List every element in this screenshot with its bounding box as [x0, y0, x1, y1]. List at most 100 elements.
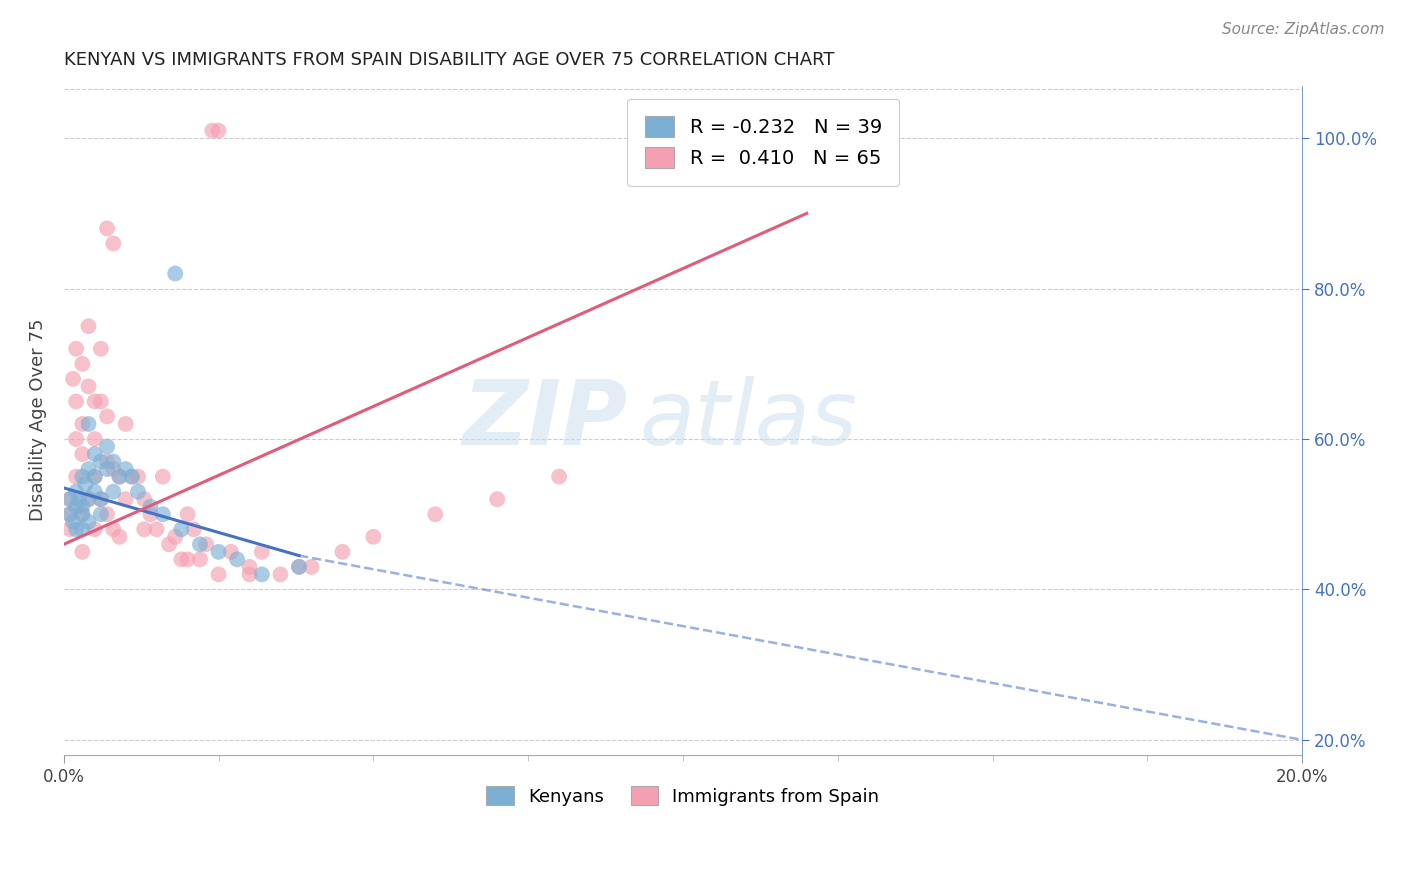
Point: [72, 447, 94, 461]
Point: [72, 545, 94, 559]
Point: [207, 123, 229, 137]
Point: [165, 530, 187, 544]
Point: [103, 484, 125, 499]
Point: [83, 469, 105, 483]
Point: [103, 462, 125, 476]
Point: [114, 492, 136, 507]
Point: [139, 507, 162, 521]
Point: [65, 432, 87, 446]
Point: [96, 454, 118, 468]
Point: [121, 469, 143, 483]
Legend: Kenyans, Immigrants from Spain: Kenyans, Immigrants from Spain: [479, 779, 887, 813]
Point: [59, 522, 82, 536]
Point: [114, 462, 136, 476]
Point: [77, 462, 100, 476]
Point: [59, 492, 82, 507]
Point: [90, 454, 112, 468]
Point: [250, 567, 273, 582]
Point: [90, 342, 112, 356]
Point: [152, 507, 174, 521]
Text: KENYAN VS IMMIGRANTS FROM SPAIN DISABILITY AGE OVER 75 CORRELATION CHART: KENYAN VS IMMIGRANTS FROM SPAIN DISABILI…: [63, 51, 834, 69]
Point: [332, 545, 354, 559]
Point: [269, 567, 291, 582]
Point: [134, 492, 156, 507]
Point: [152, 469, 174, 483]
Point: [83, 394, 105, 409]
Point: [250, 545, 273, 559]
Point: [83, 484, 105, 499]
Point: [72, 469, 94, 483]
Point: [65, 484, 87, 499]
Point: [62, 372, 84, 386]
Point: [90, 492, 112, 507]
Point: [103, 522, 125, 536]
Point: [486, 492, 509, 507]
Point: [108, 469, 131, 483]
Point: [96, 409, 118, 424]
Y-axis label: Disability Age Over 75: Disability Age Over 75: [30, 319, 46, 522]
Point: [96, 462, 118, 476]
Point: [201, 123, 224, 137]
Point: [195, 537, 218, 551]
Point: [176, 507, 198, 521]
Point: [96, 221, 118, 235]
Point: [90, 492, 112, 507]
Point: [90, 394, 112, 409]
Text: atlas: atlas: [640, 376, 858, 464]
Text: Source: ZipAtlas.com: Source: ZipAtlas.com: [1222, 22, 1385, 37]
Point: [65, 342, 87, 356]
Point: [121, 469, 143, 483]
Point: [299, 560, 322, 574]
Point: [145, 522, 167, 536]
Point: [165, 267, 187, 281]
Point: [67, 492, 90, 507]
Point: [77, 492, 100, 507]
Point: [238, 567, 260, 582]
Point: [77, 379, 100, 393]
Point: [207, 567, 229, 582]
Point: [83, 432, 105, 446]
Point: [72, 507, 94, 521]
Point: [127, 484, 149, 499]
Point: [139, 500, 162, 514]
Point: [425, 507, 447, 521]
Point: [207, 545, 229, 559]
Point: [548, 469, 571, 483]
Point: [90, 507, 112, 521]
Point: [219, 545, 242, 559]
Point: [170, 522, 193, 536]
Point: [108, 469, 131, 483]
Point: [83, 447, 105, 461]
Point: [59, 492, 82, 507]
Point: [103, 454, 125, 468]
Point: [796, 123, 818, 137]
Point: [65, 469, 87, 483]
Point: [96, 440, 118, 454]
Point: [176, 552, 198, 566]
Point: [77, 492, 100, 507]
Point: [83, 469, 105, 483]
Point: [134, 522, 156, 536]
Point: [59, 507, 82, 521]
Point: [114, 417, 136, 431]
Point: [65, 522, 87, 536]
Point: [72, 507, 94, 521]
Point: [62, 515, 84, 529]
Point: [188, 552, 211, 566]
Point: [72, 417, 94, 431]
Point: [188, 537, 211, 551]
Point: [65, 394, 87, 409]
Point: [75, 477, 97, 491]
Point: [170, 552, 193, 566]
Point: [363, 530, 385, 544]
Point: [77, 417, 100, 431]
Point: [157, 537, 180, 551]
Point: [96, 507, 118, 521]
Point: [77, 319, 100, 334]
Point: [288, 560, 311, 574]
Point: [65, 500, 87, 514]
Point: [108, 530, 131, 544]
Point: [59, 507, 82, 521]
Text: ZIP: ZIP: [463, 376, 627, 464]
Point: [72, 500, 94, 514]
